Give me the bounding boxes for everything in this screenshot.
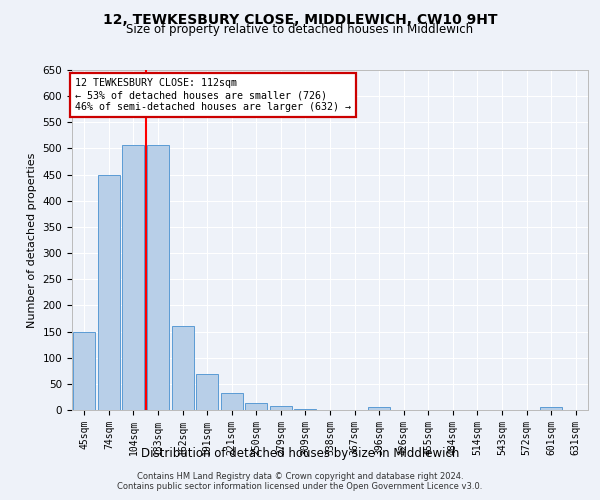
- Text: Contains public sector information licensed under the Open Government Licence v3: Contains public sector information licen…: [118, 482, 482, 491]
- Bar: [73, 332, 95, 410]
- Y-axis label: Number of detached properties: Number of detached properties: [27, 152, 37, 328]
- Bar: [147, 145, 169, 410]
- Text: Contains HM Land Registry data © Crown copyright and database right 2024.: Contains HM Land Registry data © Crown c…: [137, 472, 463, 481]
- Text: Distribution of detached houses by size in Middlewich: Distribution of detached houses by size …: [141, 448, 459, 460]
- Text: 12 TEWKESBURY CLOSE: 112sqm
← 53% of detached houses are smaller (726)
46% of se: 12 TEWKESBURY CLOSE: 112sqm ← 53% of det…: [74, 78, 350, 112]
- Bar: [295, 409, 316, 410]
- Bar: [221, 394, 243, 410]
- Bar: [122, 145, 145, 410]
- Bar: [98, 174, 120, 410]
- Text: 12, TEWKESBURY CLOSE, MIDDLEWICH, CW10 9HT: 12, TEWKESBURY CLOSE, MIDDLEWICH, CW10 9…: [103, 12, 497, 26]
- Bar: [172, 326, 194, 410]
- Bar: [540, 408, 562, 410]
- Bar: [368, 408, 390, 410]
- Text: Size of property relative to detached houses in Middlewich: Size of property relative to detached ho…: [127, 22, 473, 36]
- Bar: [270, 406, 292, 410]
- Bar: [245, 403, 268, 410]
- Bar: [196, 374, 218, 410]
